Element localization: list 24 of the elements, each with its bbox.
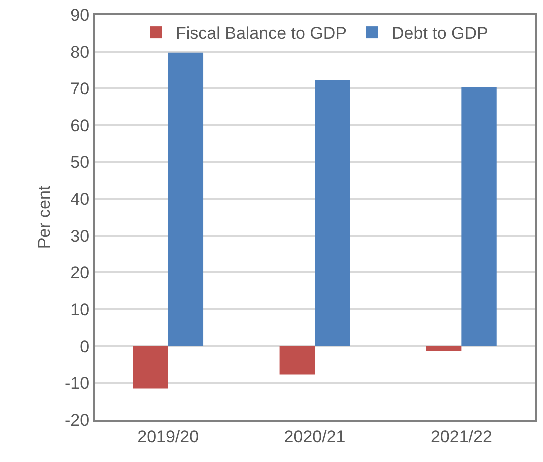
bar [133,346,168,389]
y-tick-label: 0 [80,337,90,356]
bar [168,52,204,346]
bar [462,88,497,346]
bar [315,80,350,346]
y-tick-label: 30 [70,226,90,246]
legend-label: Debt to GDP [392,24,488,44]
x-tick-label: 2020/21 [284,427,346,446]
y-tick-label: 40 [70,190,90,210]
y-tick-label: -20 [65,410,90,430]
x-tick-label: 2019/20 [138,427,200,446]
y-tick-label: 20 [70,264,90,283]
bar [426,346,462,352]
x-tick-label: 2021/22 [430,427,492,446]
y-tick-label: -10 [65,374,90,394]
y-tick-label: 70 [70,80,90,99]
y-tick-label: 50 [70,153,90,172]
y-tick-label: 10 [70,300,90,320]
y-tick-label: 90 [70,6,90,25]
y-axis-title: Per cent [35,186,54,250]
bar [280,346,315,375]
y-tick-label: 60 [70,116,90,136]
legend-label: Fiscal Balance to GDP [176,24,348,44]
y-tick-label: 80 [70,42,90,62]
